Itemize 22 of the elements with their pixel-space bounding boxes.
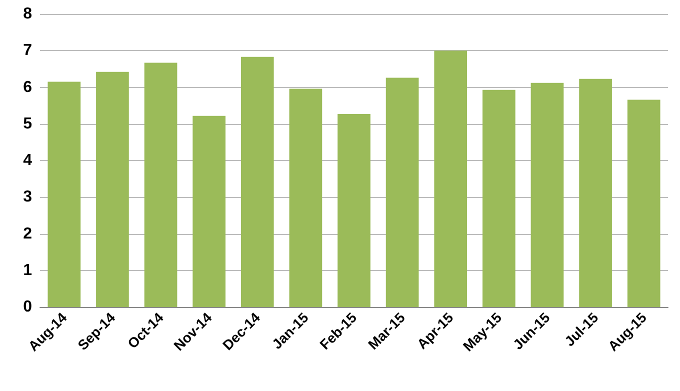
- bar: [579, 78, 612, 307]
- bar: [434, 50, 468, 307]
- bar: [240, 56, 274, 307]
- y-tick-label: 1: [23, 262, 32, 279]
- bar: [144, 62, 178, 307]
- bar: [386, 78, 419, 307]
- bar: [48, 82, 81, 307]
- y-tick-label: 8: [23, 6, 32, 22]
- y-tick-label: 3: [23, 188, 32, 206]
- bar: [627, 100, 660, 307]
- bar: [96, 72, 129, 307]
- y-tick-label: 7: [23, 42, 32, 60]
- bar: [482, 90, 516, 307]
- y-tick-label: 6: [23, 78, 32, 96]
- y-tick-label: 0: [23, 298, 32, 316]
- bar: [338, 114, 370, 307]
- y-tick-label: 2: [23, 225, 32, 242]
- y-tick-label: 4: [23, 152, 32, 169]
- y-tick-label: 5: [23, 115, 32, 132]
- bar: [289, 88, 322, 307]
- bar: [530, 82, 564, 307]
- bar: [192, 116, 226, 307]
